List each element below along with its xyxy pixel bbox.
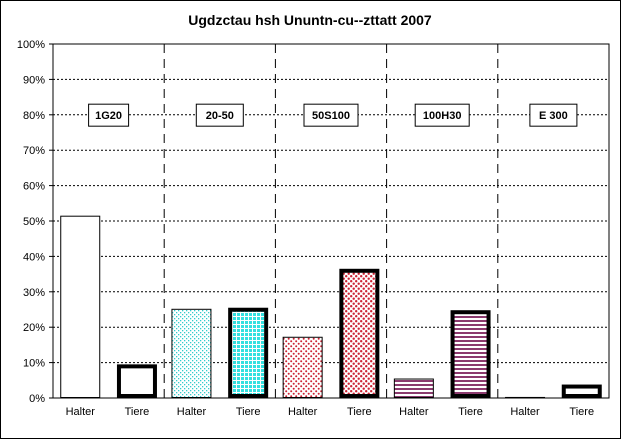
x-category-label: Halter [510,406,540,418]
chart-title: Ugdzctau hsh Ununtn-cu--zttatt 2007 [188,12,432,28]
y-tick-label: 100% [17,39,45,51]
y-tick-label: 30% [23,287,45,299]
group-label-box [303,103,359,127]
x-category-label: Tiere [236,406,261,418]
y-tick-label: 70% [23,145,45,157]
bar-E 300-Tiere [561,384,602,399]
group-label: E 300 [539,110,568,122]
y-tick-label: 40% [23,251,45,263]
bar-50S100-Halter [282,336,323,398]
x-category-label: Tiere [347,406,372,418]
x-category-label: Halter [66,406,96,418]
bar-100H30-Tiere [450,310,491,399]
x-category-label: Halter [399,406,429,418]
y-tick-label: 10% [23,358,45,370]
group-label-box [414,103,470,127]
x-category-label: Halter [288,406,318,418]
group-label: 50S100 [312,110,350,122]
bar-50S100-Tiere [339,268,380,399]
bar-1G20-Tiere [116,364,157,398]
group-label: 100H30 [423,110,462,122]
y-tick-label: 60% [23,181,45,193]
y-tick-label: 20% [23,322,45,334]
x-category-label: Tiere [125,406,150,418]
x-category-label: Halter [177,406,207,418]
group-label: 1G20 [95,110,122,122]
y-tick-label: 80% [23,110,45,122]
group-label-box [88,103,130,127]
bar-20-50-Tiere [228,307,269,399]
group-label-box [195,103,244,127]
plot-area [52,43,610,399]
group-label: 20-50 [206,110,234,122]
y-tick-label: 90% [23,74,45,86]
group-label-box [529,103,578,127]
bar-100H30-Halter [393,378,434,398]
x-category-label: Tiere [458,406,483,418]
bar-1G20-Halter [60,215,101,398]
y-tick-label: 0% [29,393,45,405]
bar-20-50-Halter [171,308,212,398]
y-tick-label: 50% [23,216,45,228]
x-category-label: Tiere [569,406,594,418]
